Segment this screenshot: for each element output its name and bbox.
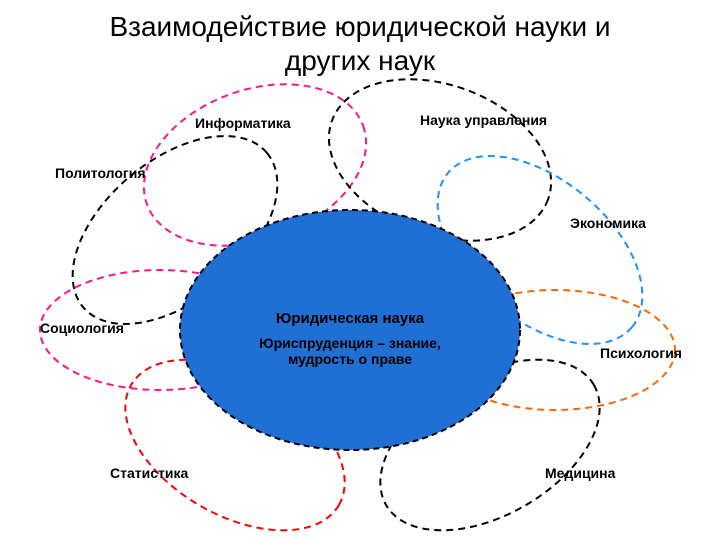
- petal-label: Политология: [55, 165, 146, 181]
- petal-label: Социология: [40, 320, 124, 336]
- petal-label: Медицина: [545, 465, 615, 481]
- petal-label: Психология: [600, 345, 682, 361]
- diagram-canvas: [0, 0, 720, 540]
- center-ellipse: [180, 210, 520, 450]
- petal-label: Статистика: [110, 465, 188, 481]
- center-title: Юридическая наука: [250, 310, 450, 327]
- petal-label: Информатика: [195, 115, 291, 131]
- petal-label: Наука управления: [420, 112, 547, 128]
- center-subtitle: Юриспруденция – знание, мудрость о праве: [250, 335, 450, 367]
- petal-label: Экономика: [570, 215, 646, 231]
